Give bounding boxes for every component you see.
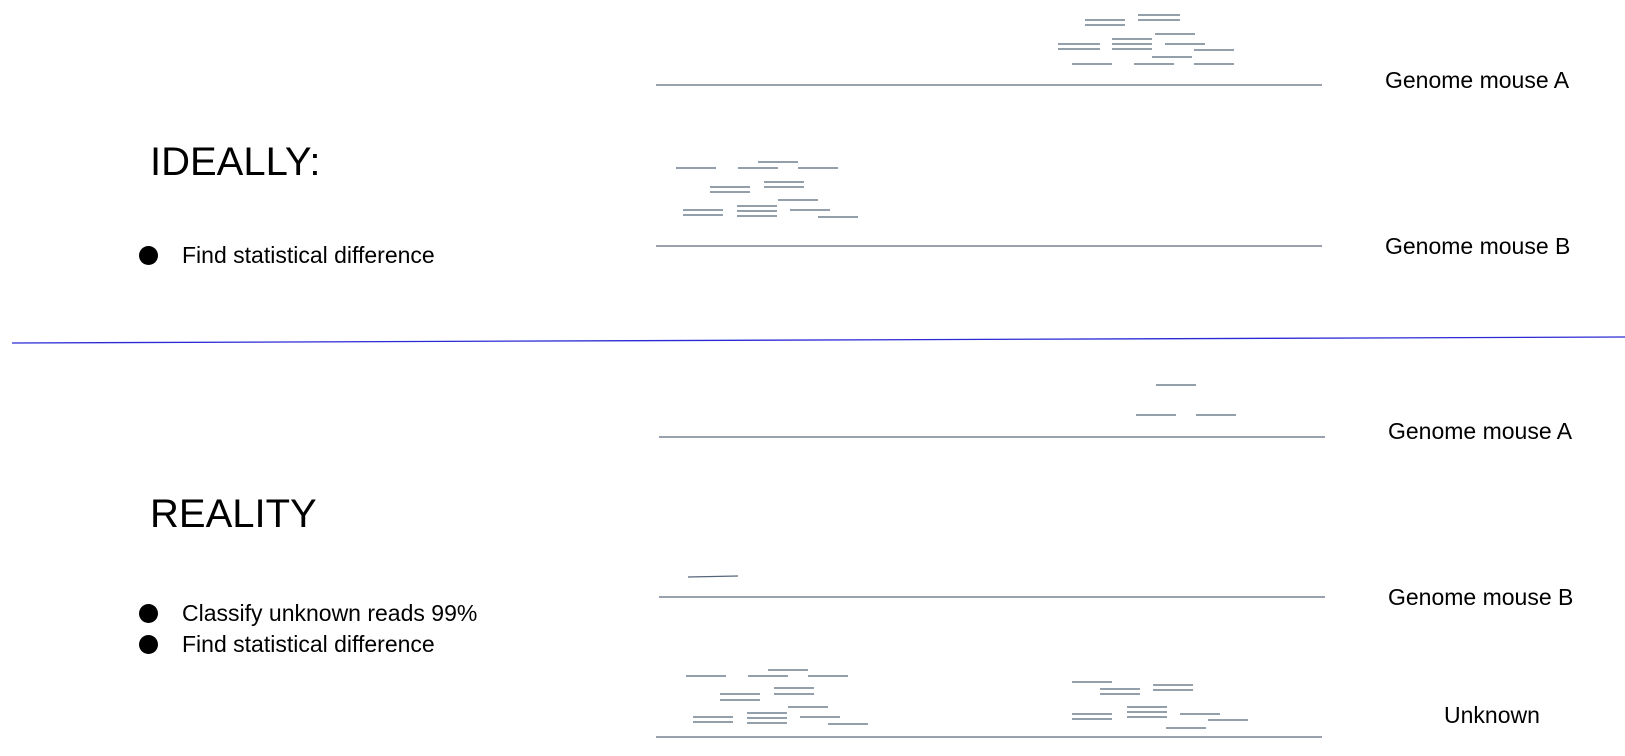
bullet-find-statistical-difference: Find statistical difference — [182, 631, 435, 657]
reads-cluster-a-bottom — [1136, 384, 1236, 416]
unknown-label: Unknown — [1444, 702, 1540, 728]
bullet-find-statistical-difference: Find statistical difference — [182, 242, 435, 268]
ideally-heading: IDEALLY: — [150, 140, 321, 184]
reads-cluster-b-bottom — [687, 575, 739, 578]
reads-unknown-cluster-1 — [686, 669, 868, 725]
bullet-icon — [139, 604, 158, 623]
reads-cluster-a-top — [1058, 14, 1234, 65]
genome-mouse-b-label-top: Genome mouse B — [1385, 233, 1571, 259]
reads-unknown-cluster-2 — [1072, 681, 1248, 729]
reality-heading: REALITY — [150, 492, 317, 536]
bottom-bullet-list-item-1: Classify unknown reads 99% — [139, 602, 477, 625]
bullet-icon — [139, 635, 158, 654]
read — [687, 575, 739, 578]
bottom-bullet-list-item-2: Find statistical difference — [139, 633, 435, 656]
top-bullet-list: Find statistical difference — [139, 244, 435, 267]
panel-divider — [11, 336, 1625, 344]
genome-mouse-a-label-bottom: Genome mouse A — [1388, 418, 1573, 444]
genome-mouse-b-label-bottom: Genome mouse B — [1388, 584, 1574, 610]
reads-cluster-b-top — [676, 161, 858, 218]
bullet-icon — [139, 246, 158, 265]
bullet-classify-unknown-reads: Classify unknown reads 99% — [182, 600, 478, 626]
genome-mouse-a-label-top: Genome mouse A — [1385, 67, 1570, 93]
